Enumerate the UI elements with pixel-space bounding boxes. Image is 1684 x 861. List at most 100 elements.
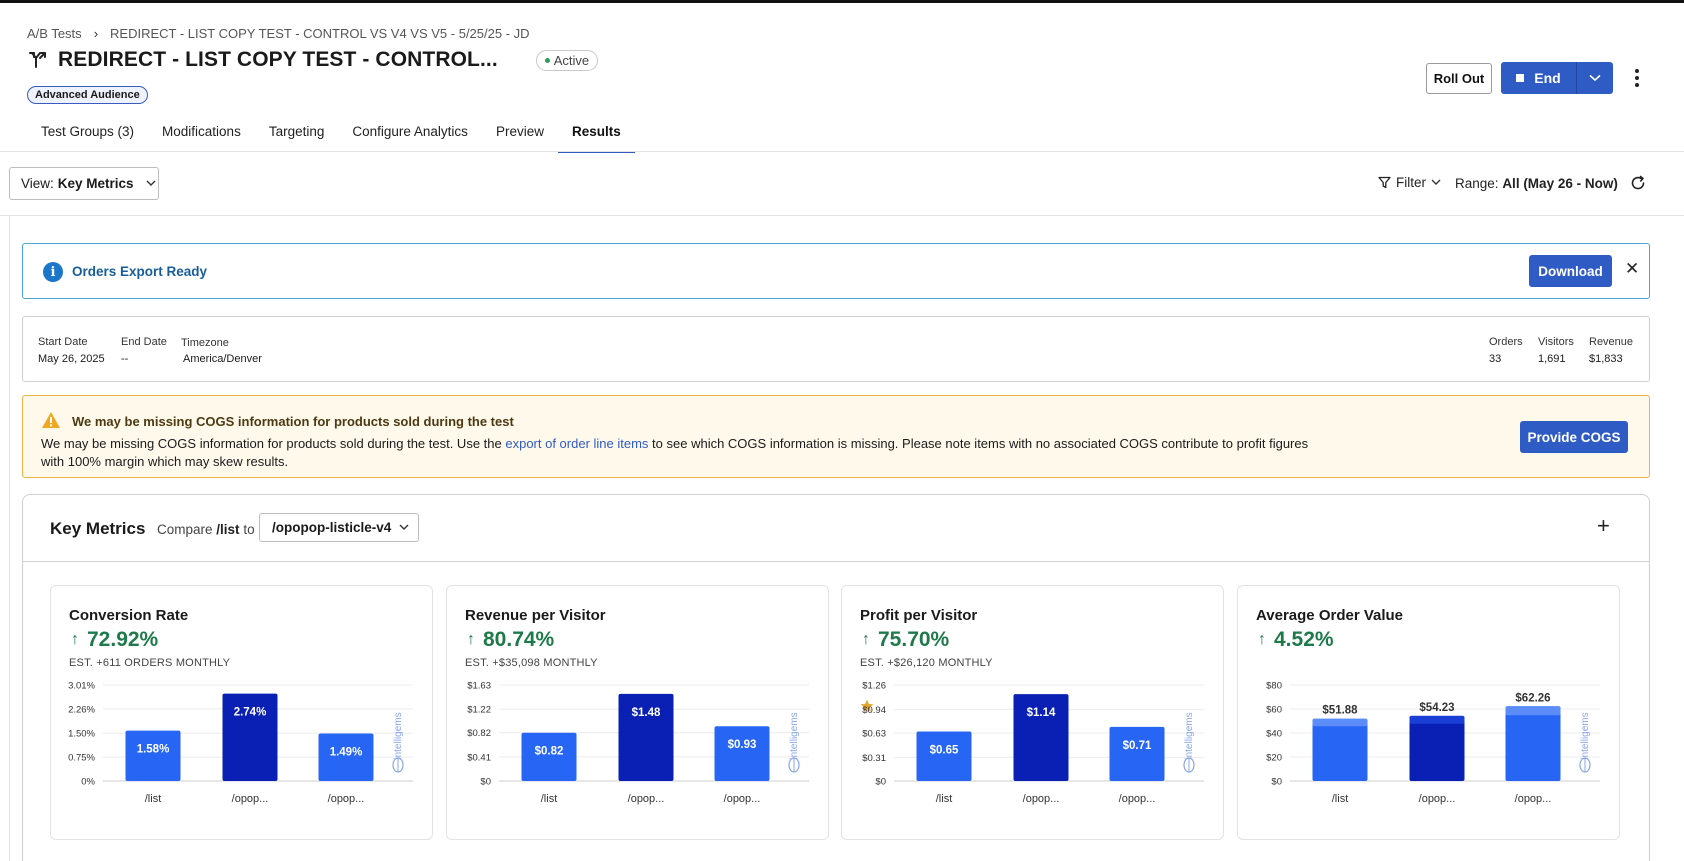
metric-card-profit-per-visitor[interactable]: Profit per Visitor ↑ 75.70% EST. +$26,120… [841, 585, 1224, 840]
view-select[interactable]: View: Key Metrics [9, 167, 159, 200]
timezone: Timezone America/Denver [181, 337, 262, 365]
bar [916, 731, 972, 781]
bar [521, 732, 577, 781]
orders-value: 33 [1489, 353, 1502, 365]
metric-title: Average Order Value [1256, 607, 1403, 624]
start-date-label: Start Date [38, 336, 88, 348]
arrow-up-icon: ↑ [1258, 631, 1266, 648]
status-dot-icon [544, 57, 550, 63]
breadcrumb: A/B Tests › REDIRECT - LIST COPY TEST - … [27, 26, 530, 41]
x-tick-label: /list [936, 793, 953, 805]
revenue-value: $1,833 [1589, 353, 1623, 365]
bar [318, 733, 374, 781]
tab-bar: Test Groups (3) Modifications Targeting … [27, 110, 635, 153]
more-options-icon[interactable] [1630, 66, 1644, 90]
x-tick-label: /opop... [328, 793, 365, 805]
compare-variant-value: /opopop-listicle-v4 [272, 520, 392, 535]
y-tick-label: $0.63 [862, 729, 886, 740]
bar-value-label: $0.93 [728, 739, 757, 751]
compare-path: /list [216, 522, 240, 537]
metric-lift-value: 80.74% [483, 628, 555, 651]
cogs-body-text-end: to see which COGS information is missing… [41, 436, 1309, 469]
view-prefix: View: [21, 176, 54, 191]
metric-title-text: Revenue per Visitor [465, 607, 606, 624]
metric-title: Conversion Rate [69, 607, 188, 624]
y-tick-label: 1.50% [68, 729, 95, 740]
y-tick-label: $0.82 [467, 728, 491, 739]
metric-lift-value: 75.70% [878, 628, 950, 651]
chevron-down-icon [1589, 74, 1601, 82]
bar-value-label: $1.14 [1027, 707, 1056, 719]
tab-results[interactable]: Results [557, 110, 635, 153]
bar-value-label: $51.88 [1322, 705, 1358, 717]
y-tick-label: $0 [1271, 777, 1282, 788]
chevron-down-icon [146, 180, 156, 186]
title-row: REDIRECT - LIST COPY TEST - CONTROL... A… [28, 48, 599, 72]
chevron-down-icon [399, 524, 409, 530]
bar-value-label: $62.26 [1515, 692, 1550, 704]
compare-label: Compare /list to [157, 522, 255, 537]
orders-stat: Orders 33 [1489, 336, 1523, 365]
range-select[interactable]: Range: All (May 26 - Now) [1455, 176, 1618, 191]
section-divider [0, 215, 1684, 216]
compare-to: to [243, 522, 255, 537]
refresh-icon[interactable] [1630, 175, 1646, 191]
cogs-warning: We may be missing COGS information for p… [22, 395, 1650, 478]
x-tick-label: /opop... [724, 793, 761, 805]
visitors-stat: Visitors 1,691 [1538, 336, 1574, 365]
intelligems-watermark: intelligems [1184, 712, 1195, 759]
advanced-audience-badge: Advanced Audience [27, 86, 148, 104]
export-line-items-link[interactable]: export of order line items [505, 436, 649, 451]
tab-configure-analytics[interactable]: Configure Analytics [352, 123, 468, 139]
bar [618, 693, 674, 781]
revenue-per-visitor-chart: $0 $0.41 $0.82 $1.22 $1.63 $0.82/list $1.48/op… [467, 681, 809, 805]
tab-modifications[interactable]: Modifications [162, 123, 241, 139]
breadcrumb-root-link[interactable]: A/B Tests [27, 26, 82, 41]
provide-cogs-button[interactable]: Provide COGS [1520, 421, 1628, 453]
add-metric-icon[interactable]: + [1597, 513, 1610, 538]
tab-preview[interactable]: Preview [495, 123, 544, 139]
test-summary-panel: Start Date May 26, 2025 End Date -- Time… [22, 316, 1650, 382]
roll-out-button[interactable]: Roll Out [1426, 63, 1492, 94]
tab-test-groups[interactable]: Test Groups (3) [41, 123, 135, 139]
tab-targeting[interactable]: Targeting [268, 123, 325, 139]
metric-title: Profit per Visitor [860, 607, 977, 712]
metric-lift-value: 72.92% [87, 628, 159, 651]
filter-button[interactable]: Filter [1378, 175, 1441, 190]
close-icon[interactable]: ✕ [1625, 259, 1640, 278]
x-tick-label: /opop... [1119, 793, 1156, 805]
y-tick-label: $20 [1266, 753, 1282, 764]
metric-title-text: Conversion Rate [69, 607, 189, 624]
metric-estimate: EST. +$26,120 MONTHLY [860, 657, 993, 669]
metric-card-conversion-rate[interactable]: Conversion Rate ↑ 72.92% EST. +611 ORDERS… [50, 585, 433, 840]
y-tick-label: 2.26% [68, 704, 95, 715]
metric-lift: ↑ 75.70% [862, 628, 949, 652]
y-tick-label: 0% [81, 777, 95, 788]
y-tick-label: $0.31 [862, 753, 886, 764]
bar-value-label: $54.23 [1419, 702, 1454, 714]
split-test-icon [29, 52, 46, 68]
end-dropdown-button[interactable] [1577, 62, 1613, 94]
x-tick-label: /opop... [1515, 793, 1552, 805]
metric-card-revenue-per-visitor[interactable]: Revenue per Visitor ↑ 80.74% EST. +$35,09… [446, 585, 829, 840]
visitors-value: 1,691 [1538, 353, 1566, 365]
conversion-rate-chart: 0% 0.75% 1.50% 2.26% 3.01% 1.58% /list 2.74% /op… [68, 681, 413, 805]
bar-value-label: $0.82 [535, 746, 564, 758]
bar-segment-top [1312, 718, 1368, 727]
compare-prefix: Compare [157, 522, 213, 537]
end-date: End Date -- [121, 336, 167, 365]
breadcrumb-current: REDIRECT - LIST COPY TEST - CONTROL VS V… [110, 26, 530, 41]
x-tick-label: /list [145, 793, 162, 805]
end-button[interactable]: End [1501, 62, 1577, 94]
bar-value-label: 2.74% [234, 707, 267, 719]
arrow-up-icon: ↑ [862, 631, 870, 648]
metric-card-average-order-value[interactable]: Average Order Value ↑ 4.52% $0 $20 $40 $60 $8… [1237, 585, 1620, 840]
bar [1409, 715, 1465, 781]
compare-variant-select[interactable]: /opopop-listicle-v4 [259, 513, 419, 542]
start-date: Start Date May 26, 2025 [38, 336, 105, 365]
download-button[interactable]: Download [1529, 255, 1612, 287]
end-date-label: End Date [121, 336, 167, 348]
metric-estimate: EST. +$35,098 MONTHLY [465, 657, 598, 669]
metric-lift: ↑ 80.74% [467, 628, 554, 652]
range-prefix: Range: [1455, 176, 1499, 191]
